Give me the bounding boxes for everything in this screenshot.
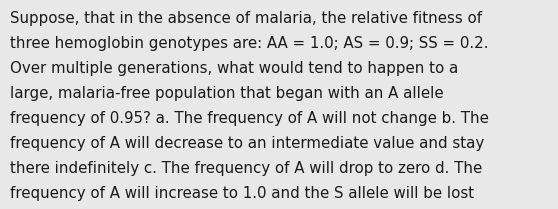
Text: Suppose, that in the absence of malaria, the relative fitness of: Suppose, that in the absence of malaria,… bbox=[10, 11, 482, 27]
Text: frequency of A will increase to 1.0 and the S allele will be lost: frequency of A will increase to 1.0 and … bbox=[10, 186, 474, 201]
Text: three hemoglobin genotypes are: AA = 1.0; AS = 0.9; SS = 0.2.: three hemoglobin genotypes are: AA = 1.0… bbox=[10, 36, 489, 51]
Text: large, malaria-free population that began with an A allele: large, malaria-free population that bega… bbox=[10, 86, 444, 101]
Text: Over multiple generations, what would tend to happen to a: Over multiple generations, what would te… bbox=[10, 61, 458, 76]
Text: frequency of 0.95? a. The frequency of A will not change b. The: frequency of 0.95? a. The frequency of A… bbox=[10, 111, 489, 126]
Text: frequency of A will decrease to an intermediate value and stay: frequency of A will decrease to an inter… bbox=[10, 136, 484, 151]
Text: there indefinitely c. The frequency of A will drop to zero d. The: there indefinitely c. The frequency of A… bbox=[10, 161, 482, 176]
